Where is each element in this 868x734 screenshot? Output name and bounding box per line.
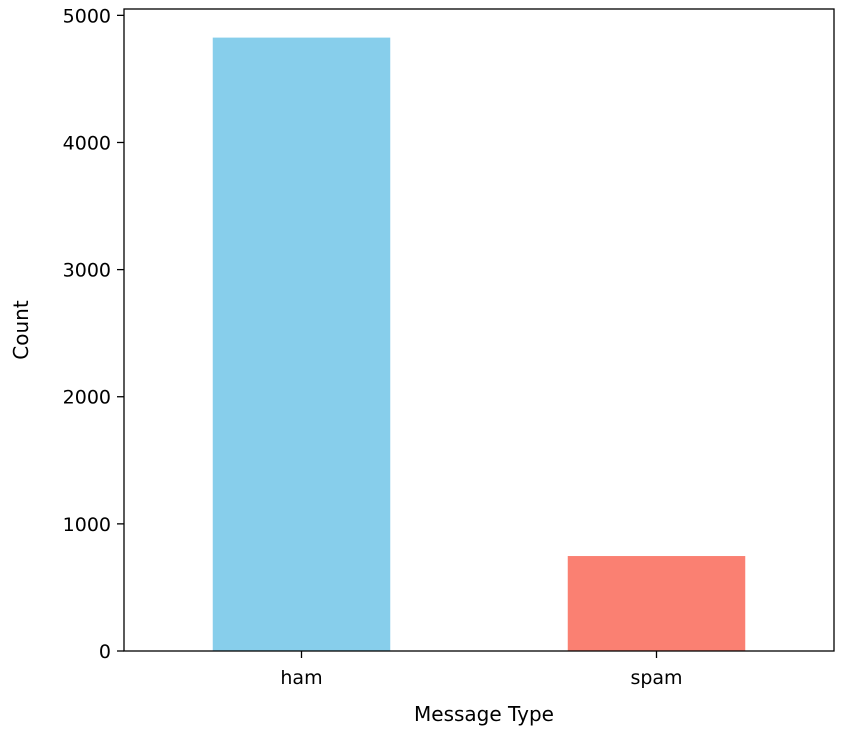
y-tick-label: 2000 [63, 387, 111, 409]
bars-group [212, 37, 746, 652]
plot-frame [123, 8, 835, 652]
y-tick-label: 0 [99, 641, 111, 663]
x-tick-label: ham [280, 667, 322, 689]
y-tick-label: 4000 [63, 132, 111, 154]
bar-ham [212, 37, 391, 652]
y-axis-ticks: 0 1000 2000 3000 4000 5000 [63, 5, 124, 663]
x-axis-ticks: ham spam [280, 651, 683, 689]
y-tick-label: 3000 [63, 260, 111, 282]
y-axis-title: Count [9, 300, 33, 360]
y-tick-label: 1000 [63, 514, 111, 536]
y-tick-label: 5000 [63, 5, 111, 27]
bar-spam [567, 556, 746, 651]
x-axis-title: Message Type [414, 702, 554, 726]
x-tick-label: spam [630, 667, 682, 689]
